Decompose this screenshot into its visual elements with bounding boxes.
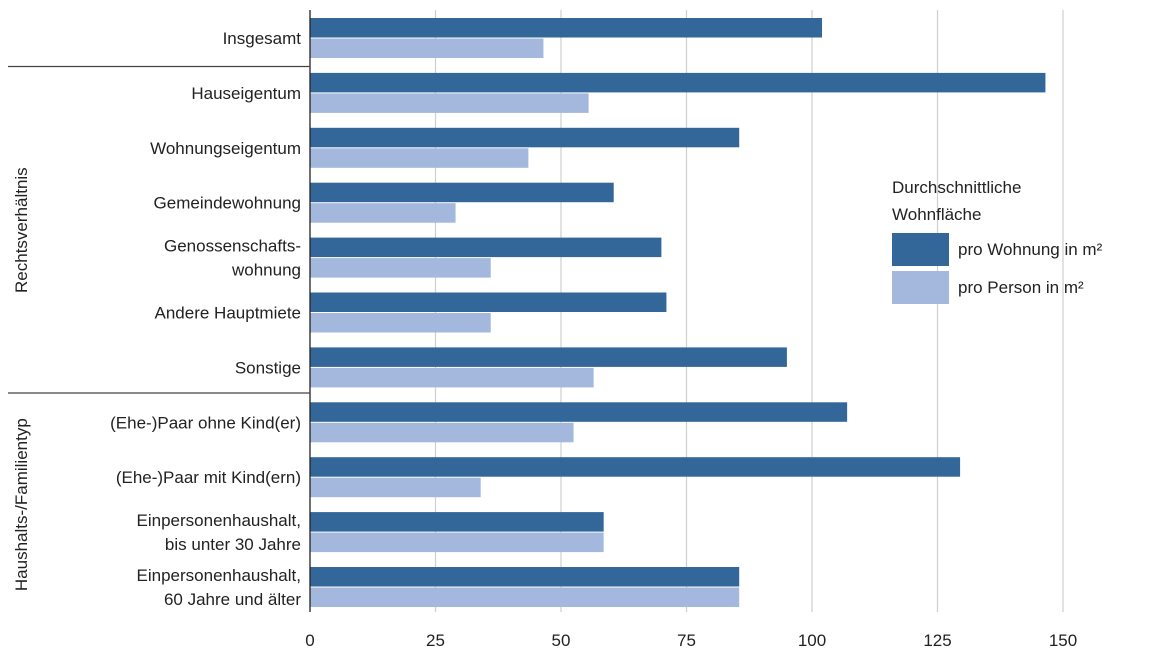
category-label: Wohnungseigentum: [150, 139, 301, 158]
category-label: Andere Hauptmiete: [155, 304, 301, 323]
category-label: (Ehe-)Paar ohne Kind(er): [110, 413, 301, 432]
bar-pro-person: [310, 422, 574, 443]
bar-pro-person: [310, 477, 481, 498]
category-label: Einpersonenhaushalt,: [137, 566, 301, 585]
bar-pro-person: [310, 367, 594, 388]
bar-pro-wohnung: [310, 347, 787, 367]
category-label: (Ehe-)Paar mit Kind(ern): [116, 468, 301, 487]
category-label: Genossenschafts-: [164, 237, 301, 256]
bar-pro-wohnung: [310, 292, 667, 312]
bar-pro-wohnung: [310, 18, 823, 38]
x-tick-label: 75: [677, 631, 696, 650]
group-labels: Rechtsverhältnis Haushalts-/Familientyp: [8, 65, 310, 591]
category-label: wohnung: [231, 261, 301, 280]
x-tick-label: 50: [552, 631, 571, 650]
x-tick-label: 25: [426, 631, 445, 650]
bar-pro-wohnung: [310, 237, 662, 258]
bar-pro-person: [310, 148, 529, 168]
bar-pro-person: [310, 532, 604, 553]
x-tick-label: 150: [1049, 631, 1077, 650]
axis: 0 25 50 75 100 125 150: [305, 10, 1077, 650]
group-label: Rechtsverhältnis: [12, 167, 31, 293]
bar-pro-wohnung: [310, 402, 848, 422]
legend-swatch: [892, 271, 949, 304]
bar-pro-person: [310, 93, 589, 113]
x-tick-label: 125: [923, 631, 951, 650]
category-label: Gemeindewohnung: [154, 194, 301, 213]
legend-swatch: [892, 233, 949, 266]
category-label: Sonstige: [235, 358, 301, 377]
bar-pro-wohnung: [310, 457, 961, 477]
category-label: Hauseigentum: [191, 84, 301, 103]
bar-pro-wohnung: [310, 512, 604, 532]
legend-title: Wohnfläche: [892, 205, 981, 224]
bar-pro-person: [310, 203, 456, 223]
category-label: Insgesamt: [223, 29, 302, 48]
x-tick-label: 0: [305, 631, 314, 650]
bar-pro-wohnung: [310, 127, 740, 148]
category-label: bis unter 30 Jahre: [165, 535, 301, 554]
bar-pro-person: [310, 587, 740, 607]
category-label: 60 Jahre und älter: [164, 590, 301, 609]
legend: Durchschnittliche Wohnfläche pro Wohnung i…: [892, 178, 1103, 304]
legend-label: pro Person in m²: [958, 278, 1084, 297]
category-labels: Insgesamt Hauseigentum Wohnungseigentum Gem…: [110, 29, 301, 609]
bar-pro-person: [310, 258, 491, 278]
bars: [310, 18, 1046, 607]
bar-pro-person: [310, 313, 491, 333]
legend-title: Durchschnittliche: [892, 178, 1021, 197]
bar-pro-wohnung: [310, 72, 1046, 93]
group-label: Haushalts-/Familientyp: [12, 418, 31, 591]
x-tick-label: 100: [798, 631, 826, 650]
bar-pro-person: [310, 38, 544, 58]
bar-pro-wohnung: [310, 182, 614, 203]
legend-label: pro Wohnung in m²: [958, 240, 1103, 259]
category-label: Einpersonenhaushalt,: [137, 511, 301, 530]
bar-pro-wohnung: [310, 567, 740, 587]
